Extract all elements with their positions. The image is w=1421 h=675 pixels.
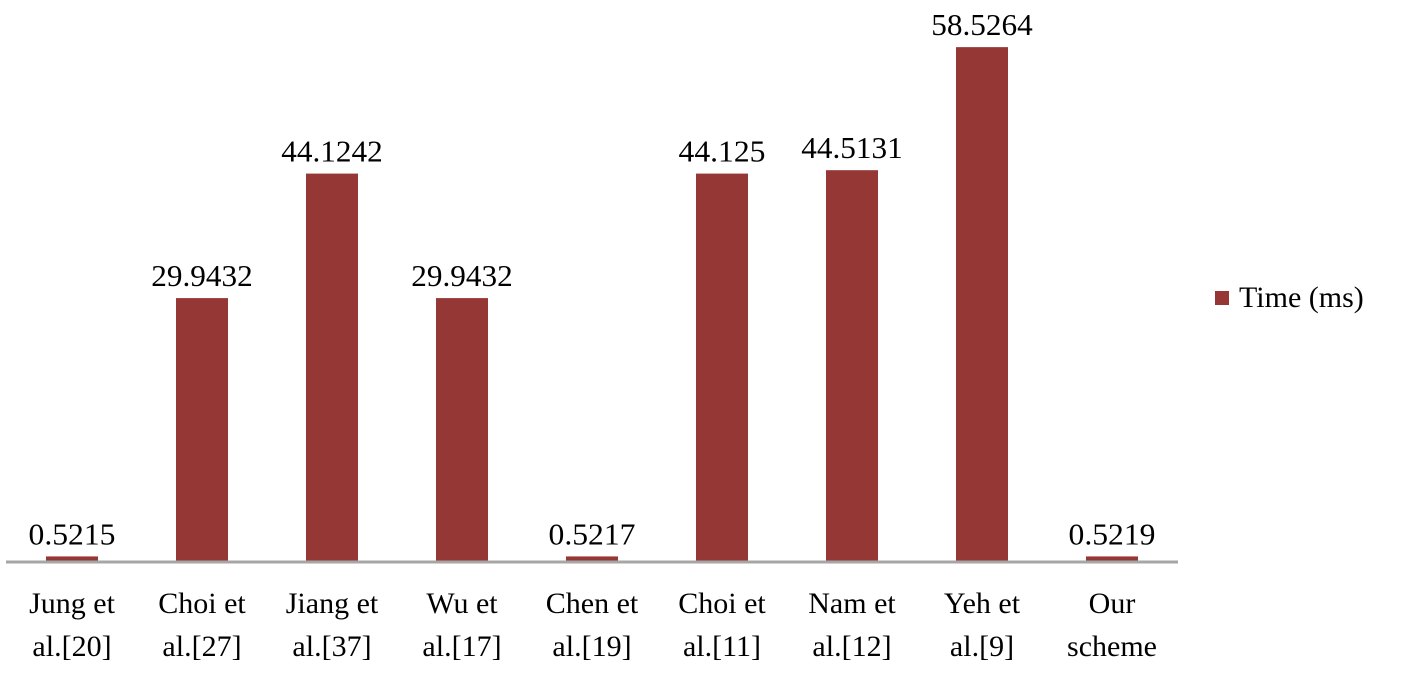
data-label: 0.5217 [549, 516, 636, 551]
x-tick-label: Chen et [546, 587, 639, 620]
x-tick-label: Choi et [158, 587, 246, 620]
x-tick-label: al.[9] [950, 630, 1014, 663]
data-label: 29.9432 [151, 258, 253, 293]
x-tick-label: Our [1089, 587, 1136, 620]
data-label: 0.5215 [29, 516, 116, 551]
x-tick-label: al.[17] [422, 630, 501, 663]
bar [306, 173, 358, 561]
bar [566, 556, 618, 561]
bar [826, 170, 878, 561]
legend-swatch [1215, 291, 1229, 305]
x-tick-label: al.[37] [292, 630, 371, 663]
bar [956, 47, 1008, 562]
data-label: 0.5219 [1069, 516, 1156, 551]
bar [46, 556, 98, 561]
x-tick-label: Jung et [29, 587, 115, 620]
x-tick-label: Choi et [678, 587, 766, 620]
bar [696, 173, 748, 561]
x-tick-label: al.[11] [683, 630, 761, 663]
bar [176, 298, 228, 561]
data-label: 44.5131 [801, 130, 903, 165]
data-label: 44.1242 [281, 134, 383, 169]
data-label: 44.125 [679, 134, 766, 169]
bar [1086, 556, 1138, 561]
data-label: 58.5264 [931, 7, 1033, 42]
legend-label: Time (ms) [1239, 281, 1364, 314]
x-tick-label: Nam et [808, 587, 896, 620]
x-tick-label: al.[27] [162, 630, 241, 663]
x-tick-label: al.[20] [32, 630, 111, 663]
x-tick-label: Wu et [426, 587, 498, 620]
bar [436, 298, 488, 561]
x-tick-label: al.[12] [812, 630, 891, 663]
data-label: 29.9432 [411, 258, 513, 293]
x-tick-label: scheme [1067, 630, 1157, 663]
x-tick-label: al.[19] [552, 630, 631, 663]
x-tick-label: Jiang et [286, 587, 379, 620]
x-tick-label: Yeh et [944, 587, 1021, 620]
